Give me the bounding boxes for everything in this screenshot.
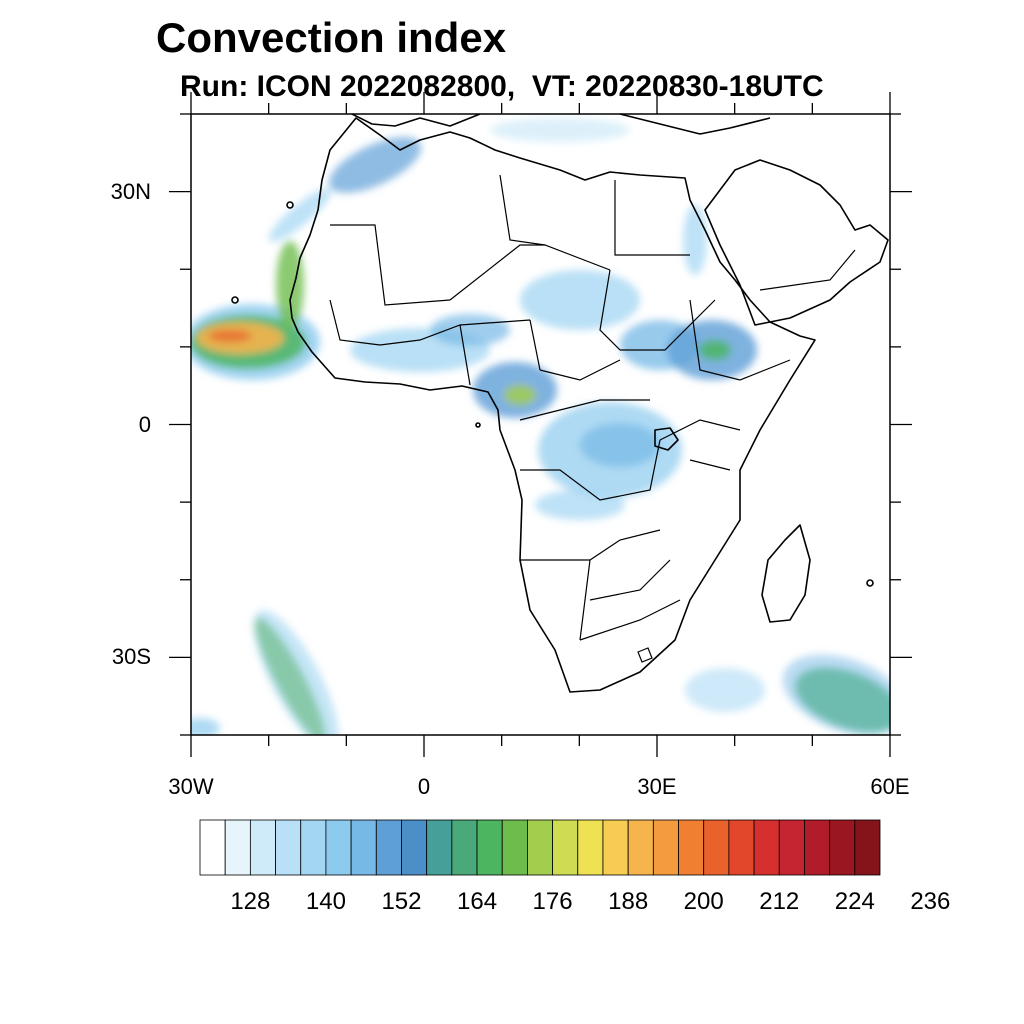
colorbar-swatch (249, 819, 276, 876)
colorbar-swatch (325, 819, 352, 876)
border-car (539, 359, 621, 381)
colorbar-label: 188 (608, 888, 649, 915)
arabia-coastline (704, 159, 889, 326)
colorbar-swatch (829, 819, 856, 876)
colorbar-swatch (426, 819, 453, 876)
colorbar-swatch (401, 819, 428, 876)
country-borders (329, 174, 856, 663)
colorbar-swatch (350, 819, 377, 876)
border-chad-sudan (599, 269, 621, 351)
lon-label: 30W (168, 774, 214, 799)
colorbar-swatch (804, 819, 831, 876)
border-algeria-libya (499, 174, 546, 246)
colorbar-swatch (703, 819, 730, 876)
field-mauritania (276, 241, 304, 329)
colorbar-swatch (451, 819, 478, 876)
field-senegal-peak (208, 330, 252, 342)
lon-label: 30E (637, 774, 677, 799)
border-drc (520, 439, 661, 501)
colorbar-swatch (501, 819, 528, 876)
field-red-sea (683, 205, 707, 275)
lat-label: 0 (138, 411, 151, 437)
colorbar-label: 224 (834, 888, 875, 915)
border-congo (519, 399, 650, 421)
field-south-atlantic-edge (253, 610, 339, 735)
field-canary (268, 188, 332, 242)
colorbar-swatch (753, 819, 780, 876)
colorbar-swatch (527, 819, 553, 876)
field-indian-ocean-edge (782, 654, 890, 735)
border-sudan-south (620, 299, 716, 351)
colorbar-swatch (678, 819, 705, 876)
colorbar-swatch (199, 819, 226, 876)
field-mediterranean (490, 118, 630, 142)
colorbar-label: 212 (759, 888, 800, 915)
colorbar (199, 819, 881, 876)
colorbar-swatch (602, 819, 629, 876)
colorbar-swatch (778, 819, 805, 876)
lon-label: 60E (870, 774, 910, 799)
mauritius (866, 579, 874, 587)
colorbar-swatch (577, 819, 604, 876)
lake-victoria (654, 427, 679, 451)
madagascar-coastline (761, 524, 811, 623)
colorbar-swatch (300, 819, 327, 876)
field-angola (535, 490, 625, 520)
border-sahara-n (330, 224, 451, 306)
border-saudi (759, 249, 856, 291)
field-cameroon-core (504, 385, 536, 405)
colorbar-swatch (552, 819, 579, 876)
colorbar-label: 164 (457, 888, 498, 915)
border-libya-egypt (614, 180, 690, 256)
chart-subtitle: Run: ICON 2022082800, VT: 20220830-18UTC (180, 70, 824, 103)
colorbar-swatch (375, 819, 402, 876)
lon-label: 0 (417, 774, 431, 799)
border-east-africa (659, 419, 741, 471)
field-congo-inner (580, 423, 660, 467)
colorbar-label: 128 (230, 888, 271, 915)
field-chad (520, 270, 640, 330)
lat-label: 30N (110, 178, 151, 204)
field-nigeria (430, 314, 510, 346)
border-namibia (579, 559, 671, 641)
field-sw-corner (191, 718, 220, 735)
lesotho (637, 647, 653, 663)
convection-field (191, 118, 890, 735)
colorbar-label: 236 (910, 888, 951, 915)
colorbar-swatch (275, 819, 302, 876)
cape-verde (231, 296, 239, 304)
colorbar-swatch (224, 819, 251, 876)
border-nigeria (459, 319, 541, 386)
colorbar-label: 176 (532, 888, 573, 915)
border-niger-chad (449, 244, 611, 301)
border-ethiopia (689, 299, 791, 381)
field-morocco (328, 137, 422, 193)
east-med-coastline (619, 113, 771, 135)
colorbar-label: 152 (381, 888, 422, 915)
colorbar-swatch (627, 819, 654, 876)
colorbar-label: 140 (305, 888, 346, 915)
canaries (286, 201, 294, 209)
lat-label: 30S (111, 644, 151, 670)
colorbar-label: 200 (683, 888, 724, 915)
chart-title: Convection index (156, 14, 507, 61)
border-west-africa (329, 299, 531, 346)
border-angola (520, 529, 661, 561)
border-south-africa (579, 599, 681, 641)
africa-coastline (289, 117, 816, 693)
axis-ticks (169, 92, 912, 757)
europe-coastline (351, 113, 481, 127)
sao-tome (475, 422, 481, 428)
colorbar-swatch (652, 819, 679, 876)
colorbar-swatch (728, 819, 755, 876)
field-ethiopia-core (699, 340, 731, 360)
field-madagascar-south (685, 668, 765, 712)
colorbar-swatch (476, 819, 503, 876)
colorbar-swatch (854, 819, 881, 876)
coastline (231, 113, 889, 693)
